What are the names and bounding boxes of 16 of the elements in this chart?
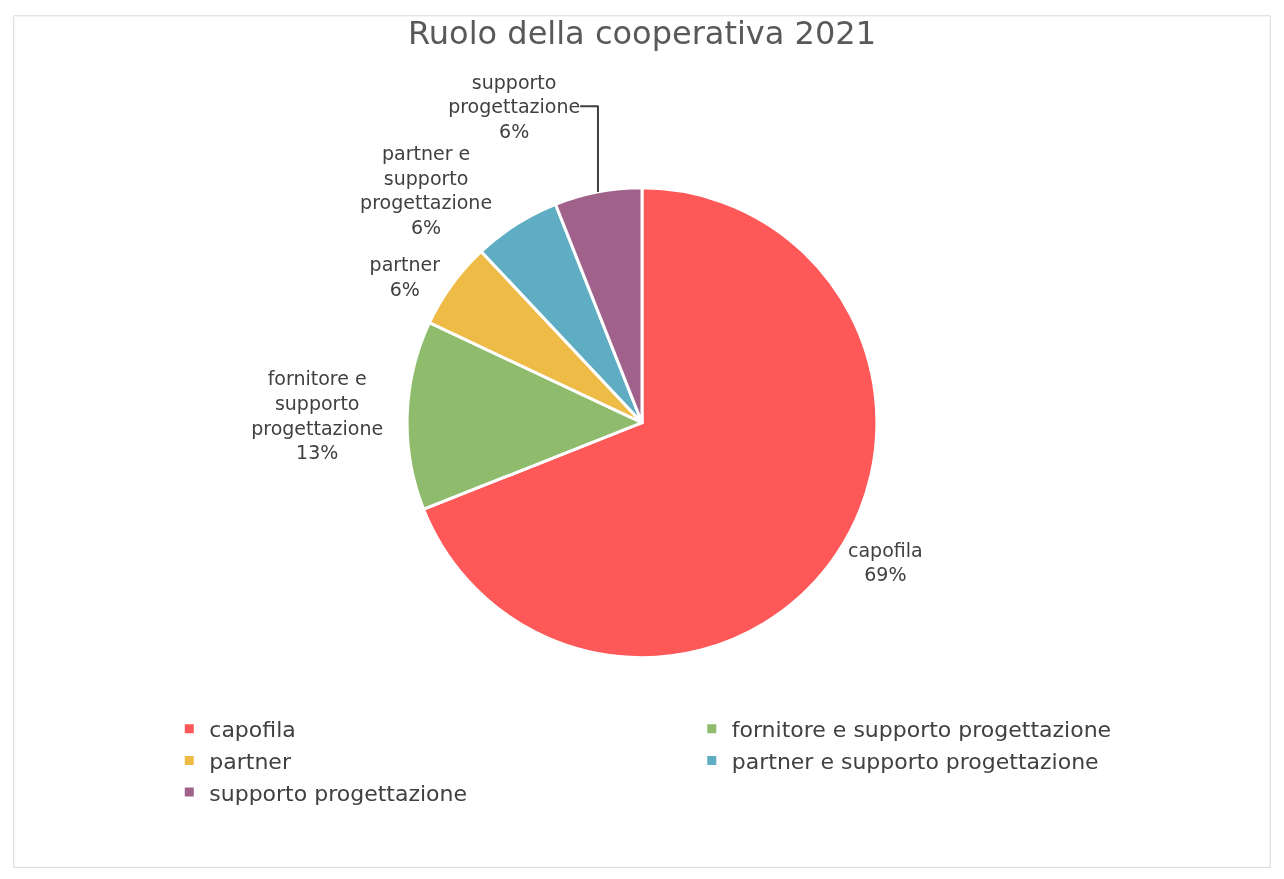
legend-label: capofila <box>209 717 296 743</box>
legend-label: partner <box>209 748 292 774</box>
slice-label: supporto progettazione <box>448 70 581 118</box>
slice-label: partner e supporto progettazione <box>360 142 493 214</box>
data-label: 6% <box>389 277 420 300</box>
legend-label: partner e supporto progettazione <box>731 748 1099 774</box>
legend-label: supporto progettazione <box>209 780 468 806</box>
data-label: 6% <box>499 120 530 143</box>
slice-label: capofila <box>847 538 923 561</box>
data-label: 69% <box>864 563 907 586</box>
data-label: 13% <box>296 441 339 464</box>
slice-label: fornitore e supporto progettazione <box>251 367 384 439</box>
data-label: 6% <box>411 216 442 239</box>
slice-label: partner <box>369 253 441 276</box>
legend-label: fornitore e supporto progettazione <box>731 717 1112 743</box>
chart-title: Ruolo della cooperativa 2021 <box>408 14 876 53</box>
